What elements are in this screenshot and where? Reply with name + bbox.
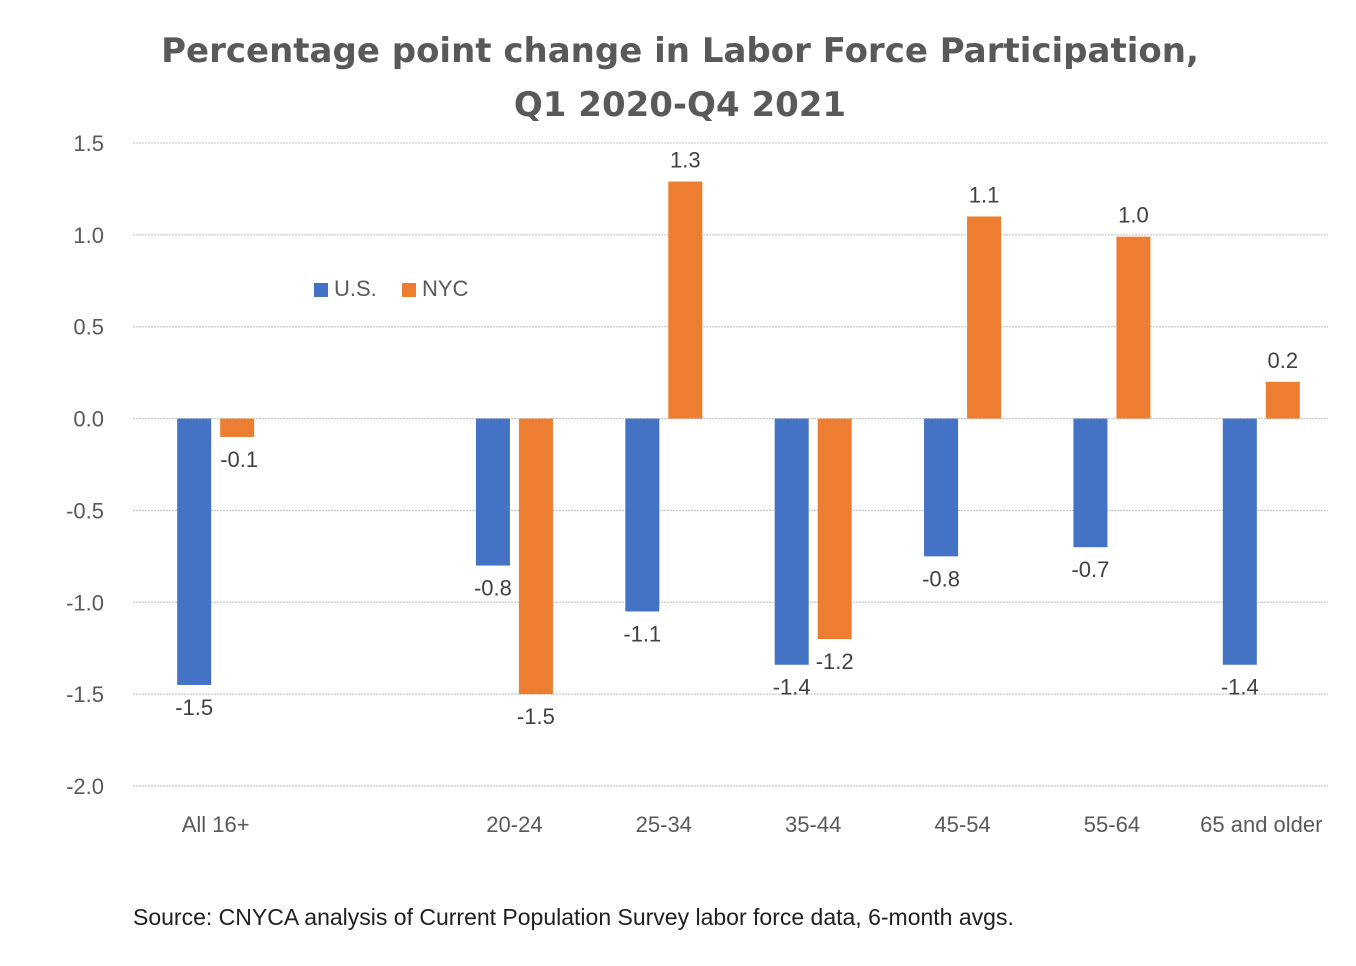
- bar-nyc: [668, 181, 703, 419]
- data-label: -0.7: [1071, 557, 1109, 582]
- x-tick-label: 65 and older: [1200, 812, 1322, 837]
- bar-nyc: [518, 418, 553, 695]
- legend-label-nyc: NYC: [422, 276, 469, 301]
- bar-us: [774, 418, 809, 665]
- chart-title: Percentage point change in Labor Force P…: [161, 31, 1199, 125]
- bar-us: [177, 418, 212, 685]
- chart-title-line-1: Percentage point change in Labor Force P…: [161, 31, 1199, 71]
- data-labels: -1.5-0.1-0.8-1.5-1.11.3-1.4-1.2-0.81.1-0…: [175, 148, 1298, 730]
- data-label: -0.8: [474, 576, 512, 601]
- bar-us: [924, 418, 959, 557]
- bar-us: [1073, 418, 1108, 548]
- legend-swatch-nyc: [402, 283, 416, 297]
- data-label: -0.8: [922, 566, 960, 591]
- y-tick-label: -1.0: [66, 590, 104, 615]
- x-tick-label: All 16+: [182, 812, 250, 837]
- bar-nyc: [220, 418, 255, 437]
- data-label: -1.1: [623, 621, 661, 646]
- y-tick-label: 1.0: [73, 223, 104, 248]
- y-tick-label: 0.5: [73, 315, 104, 340]
- y-tick-label: -2.0: [66, 774, 104, 799]
- x-tick-label: 45-54: [934, 812, 990, 837]
- bars: [177, 181, 1300, 695]
- bar-nyc: [817, 418, 852, 640]
- gridlines: [133, 142, 1328, 787]
- data-label: -1.2: [816, 649, 854, 674]
- data-label: 1.3: [670, 148, 701, 173]
- bar-us: [1222, 418, 1257, 665]
- bar-nyc: [1265, 381, 1300, 419]
- data-label: -1.5: [517, 704, 555, 729]
- x-tick-label: 35-44: [785, 812, 841, 837]
- chart-title-line-2: Q1 2020-Q4 2021: [514, 85, 846, 125]
- x-tick-label: 25-34: [636, 812, 692, 837]
- x-tick-label: 55-64: [1084, 812, 1140, 837]
- x-axis-tick-labels: All 16+ 20-24 25-34 35-44 45-54 55-64 65 and o…: [182, 812, 1323, 837]
- bar-nyc: [1116, 236, 1151, 419]
- y-tick-label: -0.5: [66, 498, 104, 523]
- data-label: 1.0: [1118, 203, 1149, 228]
- bar-us: [625, 418, 660, 612]
- legend-swatch-us: [314, 283, 328, 297]
- data-label: -0.1: [220, 447, 258, 472]
- y-axis-tick-labels: 1.5 1.0 0.5 0.0 -0.5 -1.0 -1.5 -2.0: [66, 131, 104, 799]
- source-note: Source: CNYCA analysis of Current Popula…: [133, 904, 1014, 930]
- data-label: -1.4: [773, 675, 811, 700]
- data-label: -1.4: [1221, 675, 1259, 700]
- legend-label-us: U.S.: [334, 276, 377, 301]
- data-label: -1.5: [175, 695, 213, 720]
- bar-us: [475, 418, 510, 566]
- bar-nyc: [967, 216, 1002, 419]
- data-label: 1.1: [969, 182, 1000, 207]
- y-tick-label: 1.5: [73, 131, 104, 156]
- legend: U.S. NYC: [314, 276, 469, 301]
- x-tick-label: 20-24: [486, 812, 542, 837]
- data-label: 0.2: [1268, 348, 1299, 373]
- y-tick-label: 0.0: [73, 407, 104, 432]
- y-tick-label: -1.5: [66, 682, 104, 707]
